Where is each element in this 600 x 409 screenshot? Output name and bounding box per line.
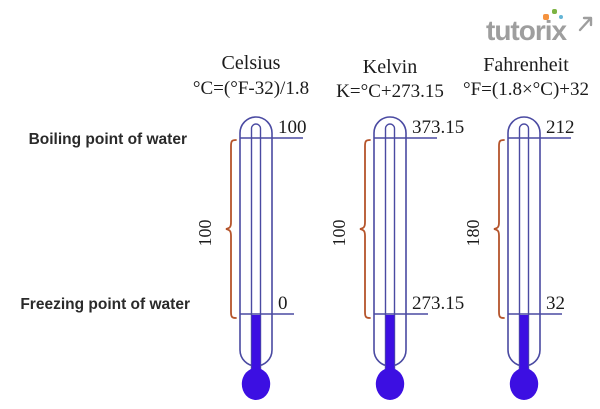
scale-name-kelvin: Kelvin (362, 56, 418, 78)
logo-text: tutorix (486, 15, 567, 46)
range-brace (493, 139, 505, 319)
mercury-column (385, 315, 395, 379)
mercury-column (251, 315, 261, 379)
logo-orange-dot-icon (543, 14, 549, 20)
scale-formula-celsius: °C=(°F-32)/1.8 (192, 78, 310, 99)
boiling-value-kelvin: 373.15 (412, 117, 465, 138)
range-brace (225, 139, 237, 319)
freezing-value-kelvin: 273.15 (412, 293, 465, 314)
range-value-fahrenheit: 180 (463, 219, 483, 247)
logo-green-dot-icon (552, 9, 557, 14)
tutorix-logo: tutorix (486, 6, 596, 48)
scale-formula-fahrenheit: °F=(1.8×°C)+32 (463, 79, 589, 100)
range-brace (359, 139, 371, 319)
mercury-column (519, 315, 529, 379)
scale-name-celsius: Celsius (221, 52, 281, 74)
range-value-kelvin: 100 (329, 219, 349, 247)
thermometer-bulb (241, 368, 271, 400)
boiling-point-label: Boiling point of water (28, 131, 187, 148)
thermometer-graphic-fahrenheit (493, 116, 571, 400)
logo-blue-dot-icon (559, 15, 563, 19)
thermometer-bulb (509, 368, 539, 400)
thermometer-graphic-kelvin (359, 116, 437, 400)
thermometer-graphic-celsius (225, 116, 303, 400)
scale-name-fahrenheit: Fahrenheit (483, 54, 569, 76)
logo-arrow-icon (578, 16, 593, 32)
range-value-celsius: 100 (195, 219, 215, 247)
freezing-value-fahrenheit: 32 (546, 293, 565, 314)
freezing-value-celsius: 0 (278, 293, 288, 314)
boiling-value-celsius: 100 (278, 117, 307, 138)
freezing-point-label: Freezing point of water (20, 296, 190, 313)
thermometer-bulb (375, 368, 405, 400)
scale-formula-kelvin: K=°C+273.15 (336, 81, 444, 102)
boiling-value-fahrenheit: 212 (546, 117, 575, 138)
